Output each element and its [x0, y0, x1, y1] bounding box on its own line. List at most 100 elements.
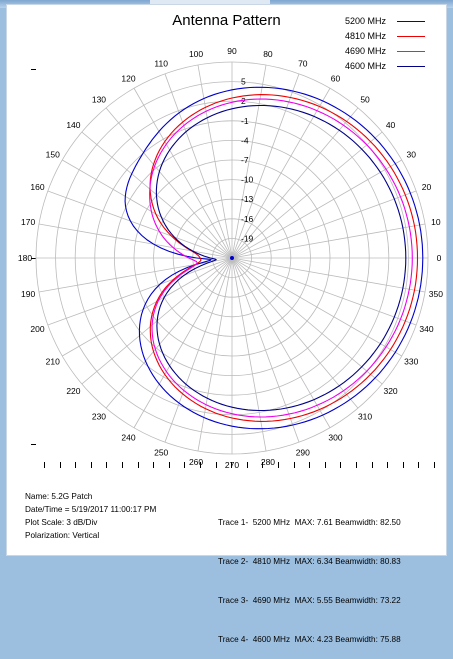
grid-spoke — [231, 131, 383, 259]
angle-label: 220 — [66, 386, 80, 396]
scale-tick — [75, 462, 77, 468]
angle-label: 180 — [18, 253, 32, 263]
legend-item-4690: 4690 MHz — [345, 44, 445, 59]
angle-label: 200 — [30, 324, 44, 334]
angle-label: 40 — [386, 120, 396, 130]
angle-label: 250 — [154, 448, 168, 458]
side-marker — [31, 444, 36, 445]
info-trace-3: Trace 3- 4690 MHz MAX: 5.55 Beamwidth: 7… — [218, 596, 401, 605]
grid-spoke — [47, 257, 233, 326]
info-trace-2: Trace 2- 4810 MHz MAX: 6.34 Beamwidth: 8… — [218, 557, 401, 566]
scale-tick — [153, 462, 155, 468]
scale-tick — [59, 462, 61, 468]
legend-label-4690: 4690 MHz — [345, 46, 387, 56]
angle-label: 240 — [121, 432, 135, 442]
info-name: Name: 5.2G Patch — [25, 492, 93, 501]
grid-spoke — [231, 257, 383, 385]
grid-spoke — [231, 159, 402, 259]
pattern-trace-4 — [155, 104, 407, 412]
scale-tick — [262, 462, 264, 468]
radial-label: -16 — [241, 214, 254, 224]
grid-spoke — [47, 190, 233, 259]
scale-tick — [44, 462, 45, 468]
grid-spoke — [231, 223, 426, 259]
angle-label: 110 — [154, 58, 168, 68]
angle-label: 210 — [46, 357, 60, 367]
scale-tick — [418, 462, 420, 468]
angle-label: 10 — [431, 217, 441, 227]
scale-tick — [278, 462, 279, 468]
angle-label: 0 — [437, 253, 442, 263]
info-datetime: Date/Time = 5/19/2017 11:00:17 PM — [25, 505, 157, 514]
angle-label: 150 — [46, 150, 60, 160]
legend-swatch-4810 — [397, 36, 425, 37]
legend-swatch-4600 — [397, 66, 425, 67]
angle-label: 310 — [358, 412, 372, 422]
angle-label: 30 — [407, 150, 417, 160]
side-marker — [31, 69, 36, 70]
angle-label: 120 — [121, 74, 135, 84]
angle-label: 280 — [261, 457, 275, 467]
angle-label: 260 — [189, 457, 203, 467]
angle-label: 190 — [21, 289, 35, 299]
radial-label: -1 — [241, 116, 249, 126]
angle-label: 350 — [429, 289, 443, 299]
radial-label: 2 — [241, 96, 246, 106]
grid-spoke — [231, 257, 426, 293]
scale-tick — [137, 462, 139, 468]
grid-spoke — [231, 257, 417, 326]
scale-tick — [402, 462, 404, 468]
legend-swatch-4690 — [397, 51, 425, 52]
scale-tick — [371, 462, 373, 468]
angle-label: 170 — [21, 217, 35, 227]
legend-item-4600: 4600 MHz — [345, 59, 445, 74]
scale-tick — [356, 462, 357, 468]
angle-label: 330 — [404, 357, 418, 367]
scale-tick — [246, 462, 248, 468]
angle-label: 320 — [383, 386, 397, 396]
grid-spoke — [231, 257, 359, 409]
info-left: Name: 5.2G Patch Date/Time = 5/19/2017 1… — [25, 490, 156, 542]
polar-plot: 0 10 20 30 40 50 60 70 80 90 100 110 120 130 140 150 160… — [18, 46, 443, 470]
scale-tick — [215, 462, 217, 468]
angle-label: 290 — [296, 448, 310, 458]
info-traces: Trace 1- 5200 MHz MAX: 7.61 Beamwidth: 8… — [218, 490, 401, 659]
scale-tick — [122, 462, 123, 468]
info-trace-1: Trace 1- 5200 MHz MAX: 7.61 Beamwidth: 8… — [218, 518, 401, 527]
grid-spoke — [197, 64, 233, 259]
radial-label: -10 — [241, 175, 254, 185]
legend-item-4810: 4810 MHz — [345, 29, 445, 44]
grid-spoke — [164, 73, 233, 259]
angle-label: 90 — [227, 46, 237, 56]
grid-spoke — [164, 257, 233, 443]
chart-legend: 5200 MHz 4810 MHz 4690 MHz 4600 MHz — [345, 14, 445, 74]
grid-spoke — [231, 190, 417, 259]
legend-label-5200: 5200 MHz — [345, 16, 387, 26]
scale-tick — [184, 462, 186, 468]
legend-item-5200: 5200 MHz — [345, 14, 445, 29]
scale-tick — [434, 462, 435, 468]
angle-label: 160 — [30, 182, 44, 192]
info-polarization: Polarization: Vertical — [25, 531, 100, 540]
scale-tick — [106, 462, 108, 468]
scale-tick — [324, 462, 326, 468]
side-marker — [31, 258, 36, 259]
angle-label: 50 — [360, 94, 370, 104]
scale-tick — [387, 462, 389, 468]
grid-spoke — [133, 257, 233, 428]
info-trace-4: Trace 4- 4600 MHz MAX: 4.23 Beamwidth: 7… — [218, 635, 401, 644]
legend-label-4600: 4600 MHz — [345, 61, 387, 71]
grid-spoke — [105, 107, 233, 259]
scale-tick — [168, 462, 170, 468]
angle-label: 80 — [263, 49, 273, 59]
legend-label-4810: 4810 MHz — [345, 31, 387, 41]
angle-label: 300 — [328, 432, 342, 442]
scale-tick — [90, 462, 92, 468]
angle-label: 230 — [92, 412, 106, 422]
angle-label: 100 — [189, 49, 203, 59]
radial-label: 5 — [241, 77, 246, 87]
pattern-trace-3 — [149, 98, 413, 418]
grid-spoke — [197, 257, 233, 452]
angle-label: 130 — [92, 94, 106, 104]
angle-label: 340 — [419, 324, 433, 334]
